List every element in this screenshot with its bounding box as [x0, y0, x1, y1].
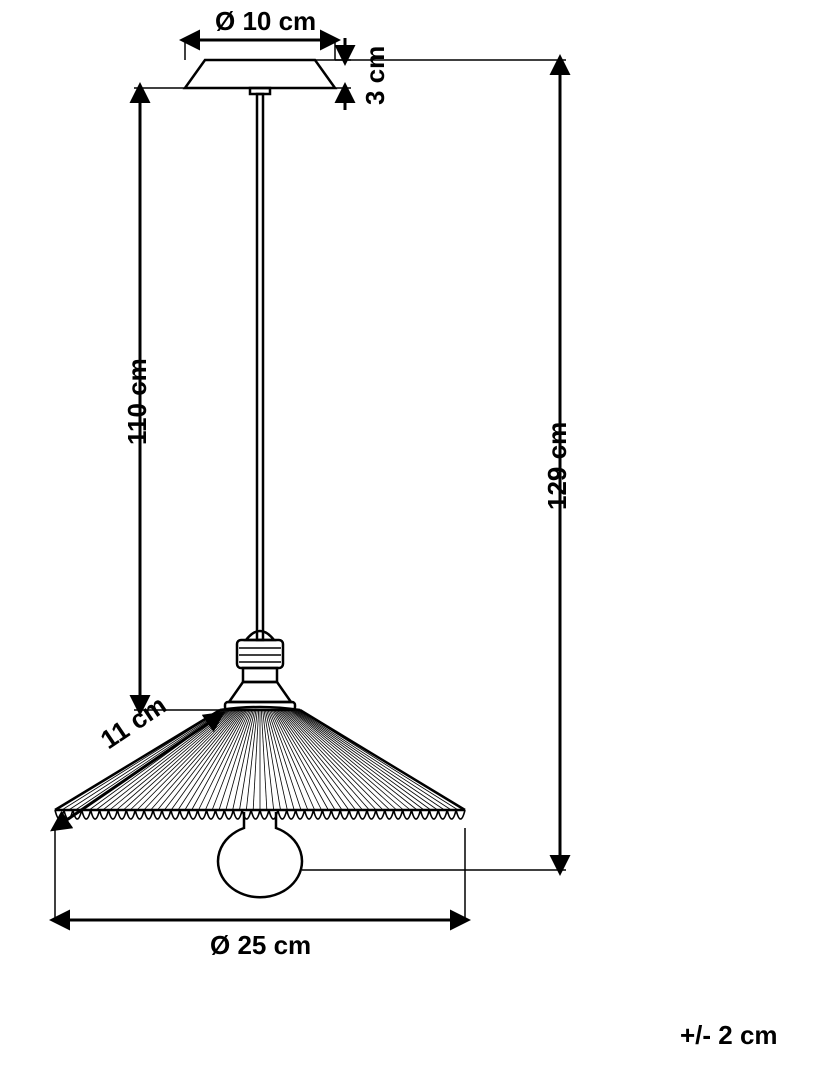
label-tolerance: +/- 2 cm [680, 1020, 778, 1051]
label-total-height: 129 cm [542, 422, 573, 510]
label-canopy-diameter: Ø 10 cm [215, 6, 316, 37]
label-shade-diameter: Ø 25 cm [210, 930, 311, 961]
label-canopy-height: 3 cm [360, 46, 391, 105]
technical-drawing: Ø 10 cm 3 cm 110 cm 129 cm 11 cm Ø 25 cm… [0, 0, 830, 1080]
label-cord-length: 110 cm [122, 358, 153, 445]
drawing-svg [0, 0, 830, 1080]
